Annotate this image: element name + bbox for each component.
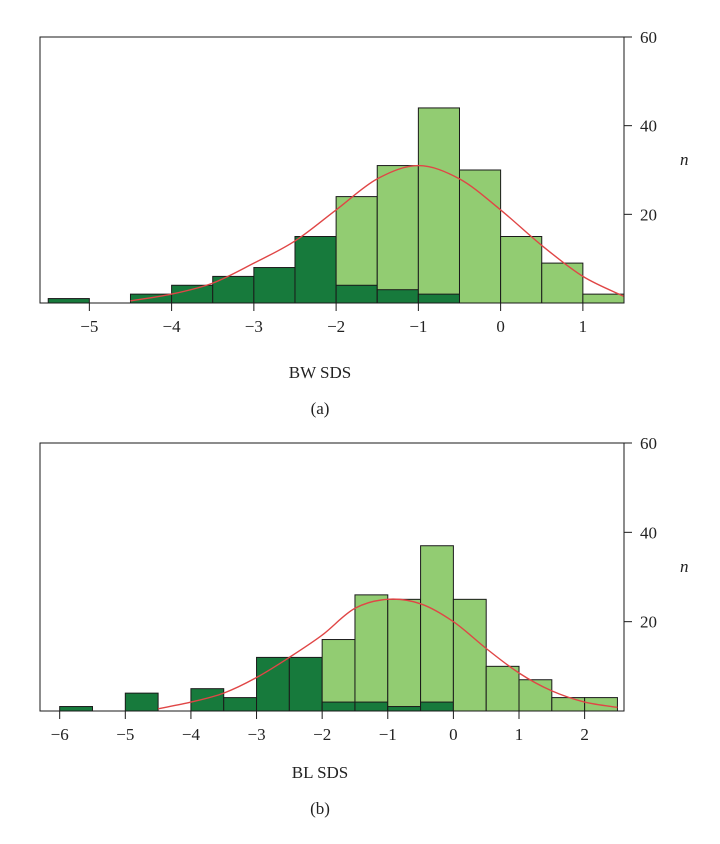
x-tick-label: 1: [515, 725, 524, 744]
panel-caption: (a): [311, 399, 330, 418]
bar-light-14: [582, 293, 625, 304]
plot-frame: [39, 442, 625, 712]
density-curve: [157, 598, 618, 710]
bar-dark-1: [59, 706, 93, 712]
bar-dark-8: [335, 284, 378, 304]
x-tick-label: −2: [313, 725, 331, 744]
bar-dark-3: [124, 692, 159, 712]
panel-caption: (b): [310, 799, 330, 818]
y-axis-label: n: [680, 150, 689, 169]
chart-panel-1: −5 −4 −3 −2 −1 0 1 20 40 60 n BW SDS (a): [39, 28, 689, 418]
bar-light-12: [500, 236, 543, 304]
bar-dark-8: [288, 656, 323, 712]
bar-dark-9: [376, 289, 419, 304]
plot-frame: [39, 36, 625, 304]
y-tick-label: 60: [640, 28, 657, 47]
bar-dark-7: [294, 236, 337, 304]
bar-dark-9: [321, 701, 356, 712]
x-axis-label: BW SDS: [289, 363, 352, 382]
bar-light-17: [584, 697, 618, 712]
bar-light-13: [452, 598, 487, 712]
x-tick-label: 0: [496, 317, 505, 336]
bar-dark-10: [354, 701, 389, 712]
bar-light-15: [518, 679, 553, 712]
bar-dark-5: [190, 688, 225, 712]
bar-dark-1: [47, 298, 90, 304]
x-tick-label: −4: [163, 317, 182, 336]
density-curve: [130, 164, 625, 302]
y-tick-label: 20: [640, 205, 657, 224]
y-tick-label: 40: [640, 523, 657, 542]
x-tick-label: −2: [327, 317, 345, 336]
bar-light-14: [485, 665, 520, 712]
bar-light-9: [376, 165, 419, 304]
x-tick-label: −4: [182, 725, 201, 744]
bar-dark-4: [171, 284, 214, 304]
x-tick-label: −6: [51, 725, 69, 744]
y-tick-label: 40: [640, 117, 657, 136]
bar-dark-10: [417, 293, 460, 304]
bar-dark-11: [387, 706, 422, 712]
bar-light-16: [551, 697, 586, 712]
bar-light-13: [541, 262, 584, 304]
bar-dark-12: [420, 701, 454, 712]
bar-light-11: [387, 598, 422, 712]
y-tick-label: 60: [640, 434, 657, 453]
chart-panel-2: −6 −5 −4 −3 −2 −1 0 1 2 20 40 60 n BL SDS (b): [39, 434, 689, 818]
x-tick-label: −5: [80, 317, 98, 336]
bar-light-10: [354, 594, 389, 712]
bar-light-12: [420, 545, 454, 712]
x-tick-label: −1: [409, 317, 427, 336]
bar-light-9: [321, 639, 356, 712]
x-tick-label: 1: [579, 317, 588, 336]
y-tick-label: 20: [640, 613, 657, 632]
x-axis-label: BL SDS: [292, 763, 349, 782]
x-tick-label: 2: [580, 725, 589, 744]
bar-dark-6: [253, 267, 296, 304]
bar-dark-6: [223, 697, 258, 712]
x-tick-label: −5: [116, 725, 134, 744]
x-tick-label: −1: [379, 725, 397, 744]
bar-dark-7: [256, 656, 290, 712]
bar-light-10: [417, 107, 460, 304]
bar-light-11: [458, 169, 502, 304]
y-axis-label: n: [680, 557, 689, 576]
x-tick-label: 0: [449, 725, 458, 744]
x-tick-label: −3: [245, 317, 263, 336]
x-tick-label: −3: [247, 725, 265, 744]
